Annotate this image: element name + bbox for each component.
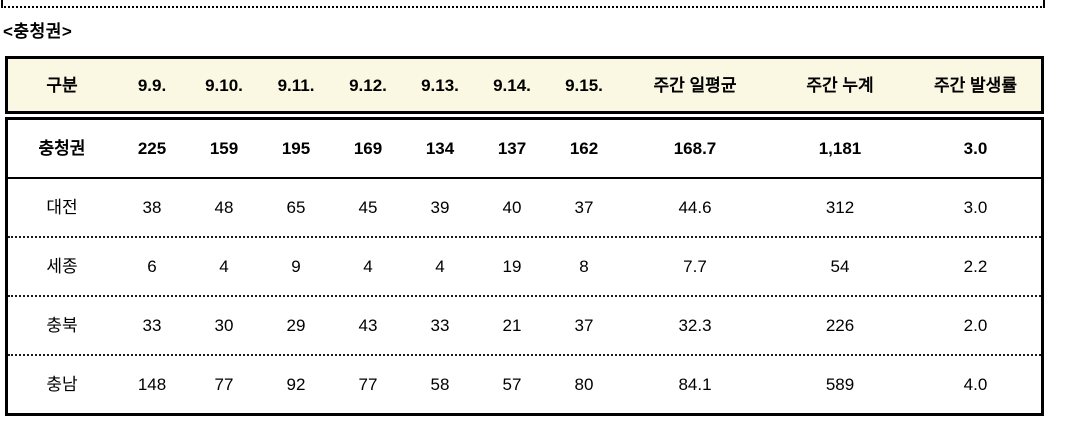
cell: 39	[430, 198, 450, 217]
cell: 137	[497, 139, 527, 158]
cell: 38	[142, 198, 162, 217]
cell-weekly-cumulative: 54	[830, 257, 850, 276]
cell: 48	[214, 198, 234, 217]
cell: 4	[219, 257, 229, 276]
column-header-date-9-9: 9.9.	[137, 75, 167, 95]
cell: 8	[579, 257, 589, 276]
cell: 159	[209, 139, 239, 158]
cell: 58	[430, 375, 450, 394]
column-header-weekly-cumulative: 주간 누계	[806, 75, 874, 95]
row-label: 대전	[46, 198, 78, 217]
page-title: <충청권>	[3, 22, 73, 41]
row-label: 세종	[46, 257, 78, 276]
cell: 134	[425, 139, 455, 158]
table-row-chungnam: 충남 148 77 92 77 58 57 80 84.1 589 4.0	[8, 356, 1041, 413]
cell: 45	[358, 198, 378, 217]
cell: 19	[502, 257, 522, 276]
table-row-chungbuk: 충북 33 30 29 43 33 21 37 32.3 226 2.0	[8, 297, 1041, 356]
cell-weekly-cumulative: 312	[825, 198, 855, 217]
cell: 29	[286, 316, 306, 335]
cell: 80	[574, 375, 594, 394]
cell: 33	[430, 316, 450, 335]
cell-weekly-daily-average: 84.1	[678, 375, 712, 394]
cell-weekly-incidence-rate: 2.0	[963, 316, 988, 335]
column-header-weekly-daily-average: 주간 일평균	[653, 75, 737, 95]
cell-weekly-cumulative: 1,181	[818, 139, 862, 158]
cell: 4	[435, 257, 445, 276]
cell-weekly-cumulative: 226	[825, 316, 855, 335]
column-header-date-9-11: 9.11.	[277, 75, 315, 95]
cell-weekly-incidence-rate: 3.0	[963, 139, 988, 158]
column-header-date-9-14: 9.14.	[493, 75, 531, 95]
cell: 65	[286, 198, 306, 217]
cell: 9	[291, 257, 301, 276]
region-table-header-row: 구분 9.9. 9.10. 9.11. 9.12. 9.13. 9.14. 9.…	[5, 56, 1044, 114]
cell: 92	[286, 375, 306, 394]
previous-table-bottom-edge	[1, 0, 1045, 8]
table-row-sejong: 세종 6 4 9 4 4 19 8 7.7 54 2.2	[8, 238, 1041, 297]
cell: 30	[214, 316, 234, 335]
column-header-weekly-incidence-rate: 주간 발생률	[934, 75, 1017, 95]
cell: 225	[137, 139, 167, 158]
cell-weekly-incidence-rate: 2.2	[963, 257, 988, 276]
cell: 37	[574, 198, 594, 217]
cell: 77	[214, 375, 234, 394]
column-header-date-9-13: 9.13.	[421, 75, 459, 95]
cell: 162	[569, 139, 599, 158]
cell: 4	[363, 257, 373, 276]
table-row-chungcheong-total: 충청권 225 159 195 169 134 137 162 168.7 1,…	[8, 120, 1041, 179]
column-header-gubun: 구분	[46, 75, 78, 95]
cell-weekly-cumulative: 589	[825, 375, 855, 394]
cell: 169	[353, 139, 383, 158]
row-label: 충남	[46, 375, 78, 394]
cell-weekly-daily-average: 7.7	[683, 257, 707, 276]
cell: 21	[502, 316, 522, 335]
cell-weekly-daily-average: 168.7	[673, 139, 717, 158]
cell: 57	[502, 375, 522, 394]
column-header-date-9-10: 9.10.	[205, 75, 243, 95]
cell: 6	[147, 257, 157, 276]
cell: 43	[358, 316, 378, 335]
cell: 33	[142, 316, 162, 335]
cell-weekly-incidence-rate: 4.0	[963, 375, 988, 394]
cell-weekly-incidence-rate: 3.0	[963, 198, 988, 217]
column-header-date-9-12: 9.12.	[349, 75, 387, 95]
cell: 77	[358, 375, 378, 394]
column-header-date-9-15: 9.15.	[565, 75, 603, 95]
cell: 148	[137, 375, 167, 394]
cell-weekly-daily-average: 32.3	[678, 316, 712, 335]
cell-weekly-daily-average: 44.6	[678, 198, 712, 217]
cell: 40	[502, 198, 522, 217]
region-table-body: 충청권 225 159 195 169 134 137 162 168.7 1,…	[5, 117, 1044, 416]
row-label: 충북	[46, 316, 78, 335]
row-label: 충청권	[38, 139, 86, 158]
cell: 195	[281, 139, 311, 158]
table-row-daejeon: 대전 38 48 65 45 39 40 37 44.6 312 3.0	[8, 179, 1041, 238]
cell: 37	[574, 316, 594, 335]
